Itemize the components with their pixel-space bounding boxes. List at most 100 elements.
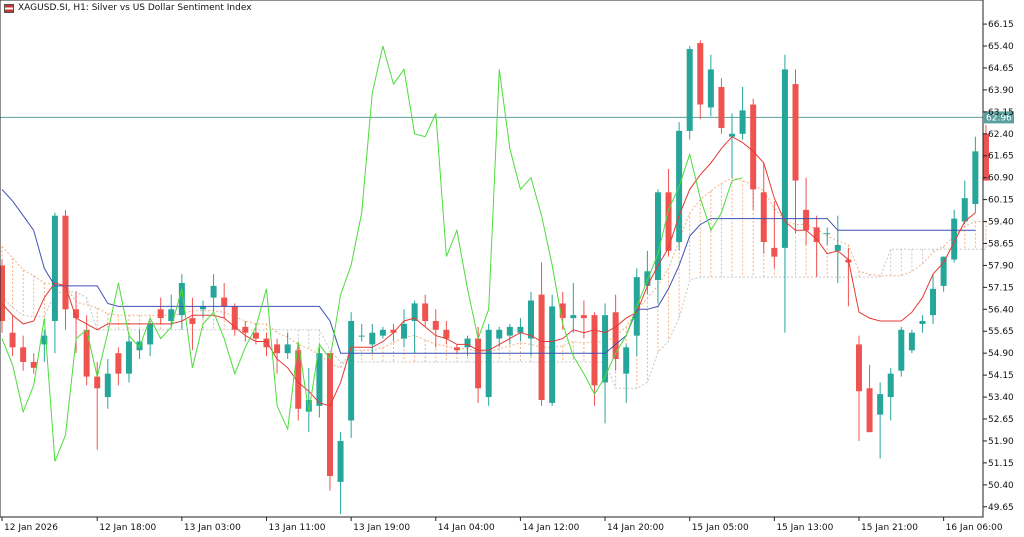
candle-body <box>972 151 979 204</box>
candle-body <box>411 303 418 322</box>
price-tick-label: 54.15 <box>988 371 1014 381</box>
candle-body <box>887 373 894 398</box>
candle-body <box>443 329 450 339</box>
candle-body <box>453 347 460 351</box>
candle-body <box>729 133 736 137</box>
candle-body <box>623 347 630 374</box>
candle-body <box>612 312 619 360</box>
time-tick-label: 13 Jan 19:00 <box>353 523 410 533</box>
kijun-sen-line <box>1 189 976 354</box>
candle-body <box>284 344 291 354</box>
candle-body <box>644 271 651 286</box>
candle-body <box>951 218 958 260</box>
candle-body <box>62 215 69 310</box>
candle-body <box>940 256 947 286</box>
candle-body <box>665 192 672 251</box>
price-tick-label: 52.65 <box>988 415 1014 425</box>
candle-body <box>125 341 132 374</box>
candle-body <box>464 338 471 348</box>
candle-body <box>295 350 302 409</box>
price-tick-label: 64.65 <box>988 64 1014 74</box>
time-tick-label: 14 Jan 20:00 <box>607 523 664 533</box>
candle-body <box>337 440 344 482</box>
candle-body <box>908 332 915 351</box>
price-tick-label: 54.90 <box>988 349 1014 359</box>
current-price-tag <box>984 111 1014 124</box>
candle-body <box>718 86 725 128</box>
candle-body <box>803 209 810 231</box>
price-tick-label: 55.65 <box>988 327 1014 337</box>
time-tick-label: 15 Jan 13:00 <box>776 523 833 533</box>
price-tick-label: 61.65 <box>988 152 1014 162</box>
chart-title: XAGUSD.SI, H1: Silver vs US Dollar Senti… <box>4 2 252 14</box>
price-tick-label: 51.90 <box>988 437 1014 447</box>
candle-body <box>602 315 609 383</box>
price-tick-label: 53.40 <box>988 393 1014 403</box>
candle-body <box>961 198 968 222</box>
candle-body <box>422 303 429 322</box>
time-tick-label: 13 Jan 11:00 <box>269 523 326 533</box>
candle-body <box>401 323 408 339</box>
price-tick-label: 57.15 <box>988 283 1014 293</box>
price-tick-label: 49.65 <box>988 503 1014 513</box>
candle-body <box>274 344 281 354</box>
candle-body <box>866 388 873 433</box>
price-tick-label: 56.40 <box>988 305 1014 315</box>
candle-body <box>528 300 534 339</box>
price-tick-label: 51.15 <box>988 459 1014 469</box>
candle-body <box>379 329 386 336</box>
senkou-span-a <box>1 177 986 369</box>
price-tick-label: 50.40 <box>988 481 1014 491</box>
ichimoku-cloud <box>1 177 987 389</box>
candle-body <box>591 315 598 386</box>
candle-body <box>570 315 577 319</box>
candle-body <box>316 353 323 406</box>
candle-body <box>390 329 397 333</box>
candle-body <box>877 394 884 415</box>
candle-body <box>855 344 862 392</box>
current-price-label: 62.96 <box>986 113 1012 123</box>
time-tick-label: 13 Jan 03:00 <box>184 523 241 533</box>
senkou-span-b <box>1 248 986 389</box>
candle-body <box>750 104 757 190</box>
candle-body <box>41 335 48 345</box>
time-tick-label: 15 Jan 21:00 <box>861 523 918 533</box>
candle-body <box>51 215 58 322</box>
time-tick-label: 14 Jan 12:00 <box>522 523 579 533</box>
candle-body <box>252 332 259 339</box>
candle-body <box>358 335 365 337</box>
candle-body <box>147 323 154 345</box>
candle-body <box>432 321 439 330</box>
candle-body <box>549 306 556 403</box>
candle-body <box>73 309 80 319</box>
candle-body <box>231 306 238 330</box>
candle-body <box>178 282 185 316</box>
price-tick-label: 65.40 <box>988 42 1014 52</box>
flag-icon <box>4 3 14 13</box>
candle-body <box>200 306 207 310</box>
candle-body <box>221 297 228 307</box>
candle-body <box>580 315 587 319</box>
candle-body <box>898 329 905 371</box>
candle-body <box>348 321 355 421</box>
time-tick-label: 16 Jan 06:00 <box>946 523 1003 533</box>
candle-body <box>326 353 333 477</box>
candle-body <box>83 329 90 377</box>
candle-body <box>30 361 37 368</box>
candle-body <box>760 192 767 243</box>
candle-body <box>919 321 926 324</box>
price-tick-label: 60.15 <box>988 196 1014 206</box>
time-tick-label: 14 Jan 04:00 <box>438 523 495 533</box>
candle-body <box>94 376 101 389</box>
candle-body <box>20 347 27 362</box>
candle-body <box>824 233 831 235</box>
candle-body <box>104 373 111 398</box>
candle-body <box>189 318 196 324</box>
candle-body <box>9 332 16 348</box>
current-price-line: 62.96 <box>0 111 1014 124</box>
candle-body <box>654 192 661 281</box>
candle-body <box>115 353 122 374</box>
candle-body <box>506 326 513 336</box>
